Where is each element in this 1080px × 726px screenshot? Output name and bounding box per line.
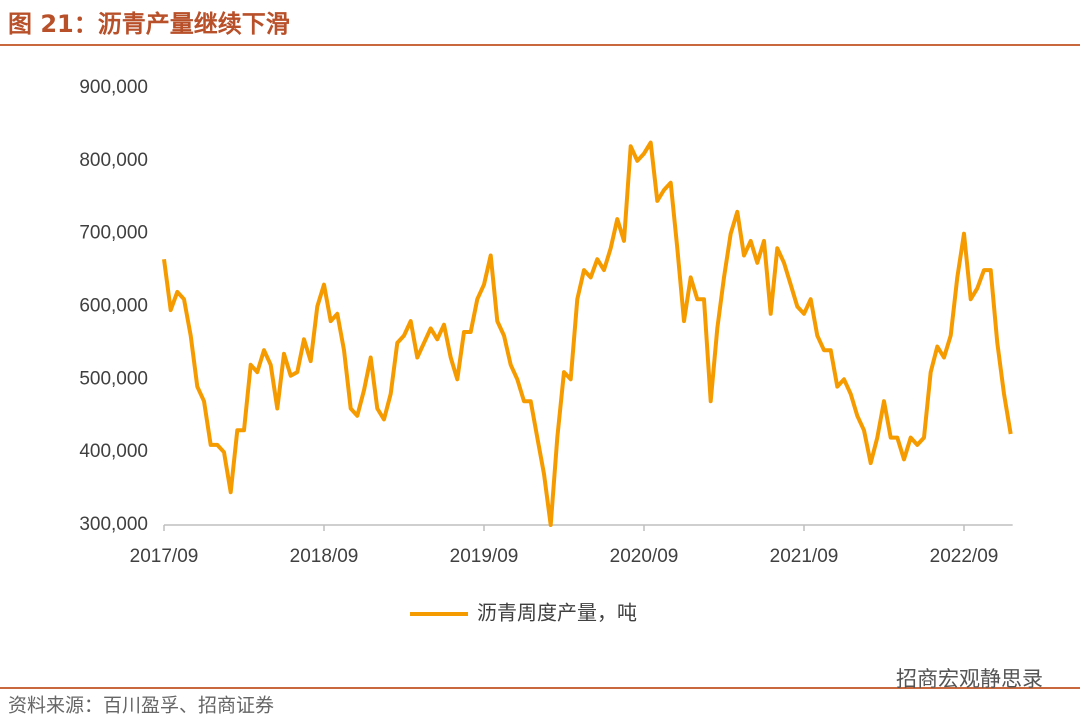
x-tick-label: 2017/09 <box>130 546 199 567</box>
y-tick-label: 700,000 <box>79 223 148 244</box>
x-tick-label: 2020/09 <box>610 546 679 567</box>
watermark: 招商宏观静思录 <box>896 667 1043 691</box>
y-tick-label: 800,000 <box>79 150 148 171</box>
chart-title: 图 21：沥青产量继续下滑 <box>8 10 290 38</box>
y-tick-label: 300,000 <box>79 514 148 535</box>
x-tick-label: 2018/09 <box>290 546 359 567</box>
x-tick-label: 2019/09 <box>450 546 519 567</box>
legend-label: 沥青周度产量，吨 <box>477 601 637 625</box>
y-tick-label: 400,000 <box>79 441 148 462</box>
x-tick-label: 2022/09 <box>930 546 999 567</box>
data-line <box>162 140 1013 527</box>
y-tick-label: 500,000 <box>79 368 148 389</box>
source: 资料来源：百川盈孚、招商证券 <box>8 695 274 717</box>
x-tick-label: 2021/09 <box>770 546 839 567</box>
y-tick-label: 900,000 <box>79 77 148 98</box>
y-tick-label: 600,000 <box>79 296 148 317</box>
